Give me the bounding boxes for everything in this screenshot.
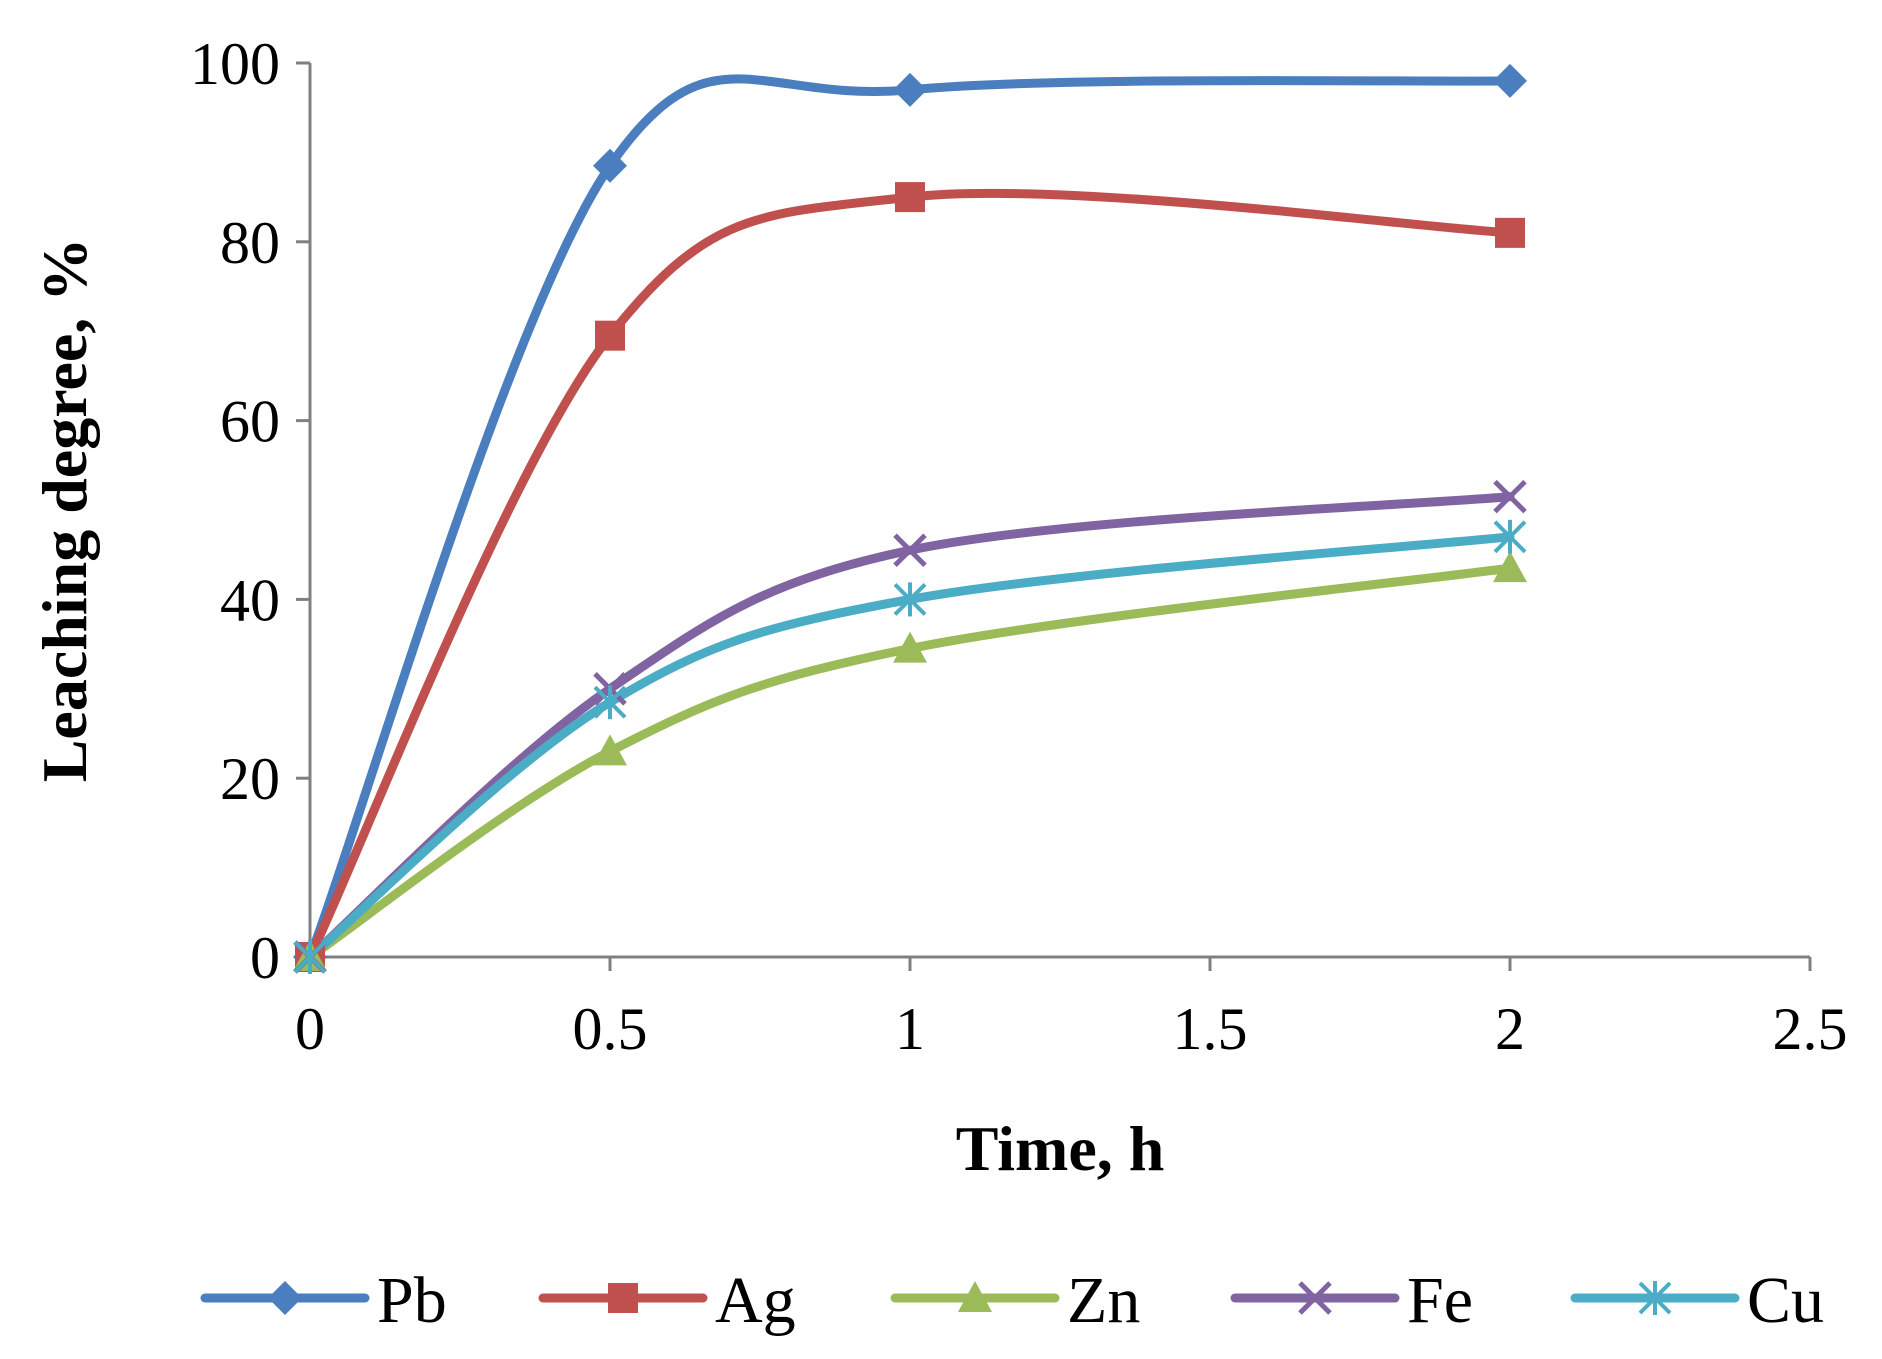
data-point-fe: [893, 533, 927, 567]
data-point-zn: [1493, 551, 1527, 583]
x-tick-label: 2.5: [1773, 996, 1848, 1062]
x-tick-label: 1.5: [1173, 996, 1248, 1062]
y-tick-label: 80: [220, 210, 280, 276]
legend-marker-cu: [1638, 1281, 1672, 1315]
data-point-ag: [1495, 217, 1525, 248]
axis-ticks: 0 20 40 60 80 100 0 0.5 1 1.5 2 2.5: [190, 31, 1848, 1062]
data-markers: [293, 63, 1527, 974]
y-tick-label: 100: [190, 31, 280, 97]
x-axis-title: Time, h: [956, 1113, 1165, 1184]
data-series: [305, 74, 1515, 962]
data-point-cu: [293, 940, 327, 974]
legend-item-fe: Fe: [1230, 1264, 1473, 1337]
data-point-fe: [1493, 479, 1527, 514]
data-point-zn: [593, 734, 627, 766]
data-point-pb: [893, 72, 927, 107]
legend-label-fe: Fe: [1407, 1264, 1473, 1337]
legend-marker-fe: [1298, 1281, 1332, 1315]
data-point-cu: [893, 582, 927, 617]
data-point-pb: [593, 148, 627, 183]
data-point-zn: [893, 631, 927, 663]
legend-marker-ag: [608, 1283, 638, 1313]
legend-item-cu: Cu: [1570, 1264, 1824, 1337]
legend-label-cu: Cu: [1747, 1264, 1824, 1337]
series-line-fe: [305, 492, 1515, 962]
data-point-cu: [593, 685, 627, 720]
y-tick-label: 60: [220, 389, 280, 455]
x-tick-label: 0.5: [573, 996, 648, 1062]
legend-item-zn: Zn: [890, 1264, 1140, 1337]
y-tick-label: 20: [220, 746, 280, 812]
legend-item-pb: Pb: [200, 1264, 447, 1337]
legend-item-ag: Ag: [538, 1264, 796, 1337]
legend-label-zn: Zn: [1067, 1264, 1140, 1337]
legend-label-ag: Ag: [715, 1264, 796, 1337]
data-point-ag: [595, 320, 625, 351]
series-line-ag: [305, 188, 1515, 962]
data-point-ag: [895, 182, 925, 213]
data-point-cu: [1493, 519, 1527, 554]
y-tick-label: 0: [250, 925, 280, 991]
x-tick-label: 0: [295, 996, 325, 1062]
y-axis-title: Leaching degree, %: [29, 238, 100, 783]
series-line-zn: [305, 563, 1515, 962]
series-line-pb: [305, 74, 1515, 962]
legend-marker-pb: [268, 1281, 302, 1315]
series-line-cu: [305, 532, 1515, 962]
legend: Pb Ag Zn Fe Cu: [200, 1264, 1824, 1337]
legend-marker-zn: [958, 1281, 992, 1312]
data-point-pb: [1493, 63, 1527, 98]
axes: [308, 63, 1810, 959]
x-tick-label: 2: [1495, 996, 1525, 1062]
legend-label-pb: Pb: [377, 1264, 447, 1337]
y-tick-label: 40: [220, 567, 280, 633]
x-tick-label: 1: [895, 996, 925, 1062]
